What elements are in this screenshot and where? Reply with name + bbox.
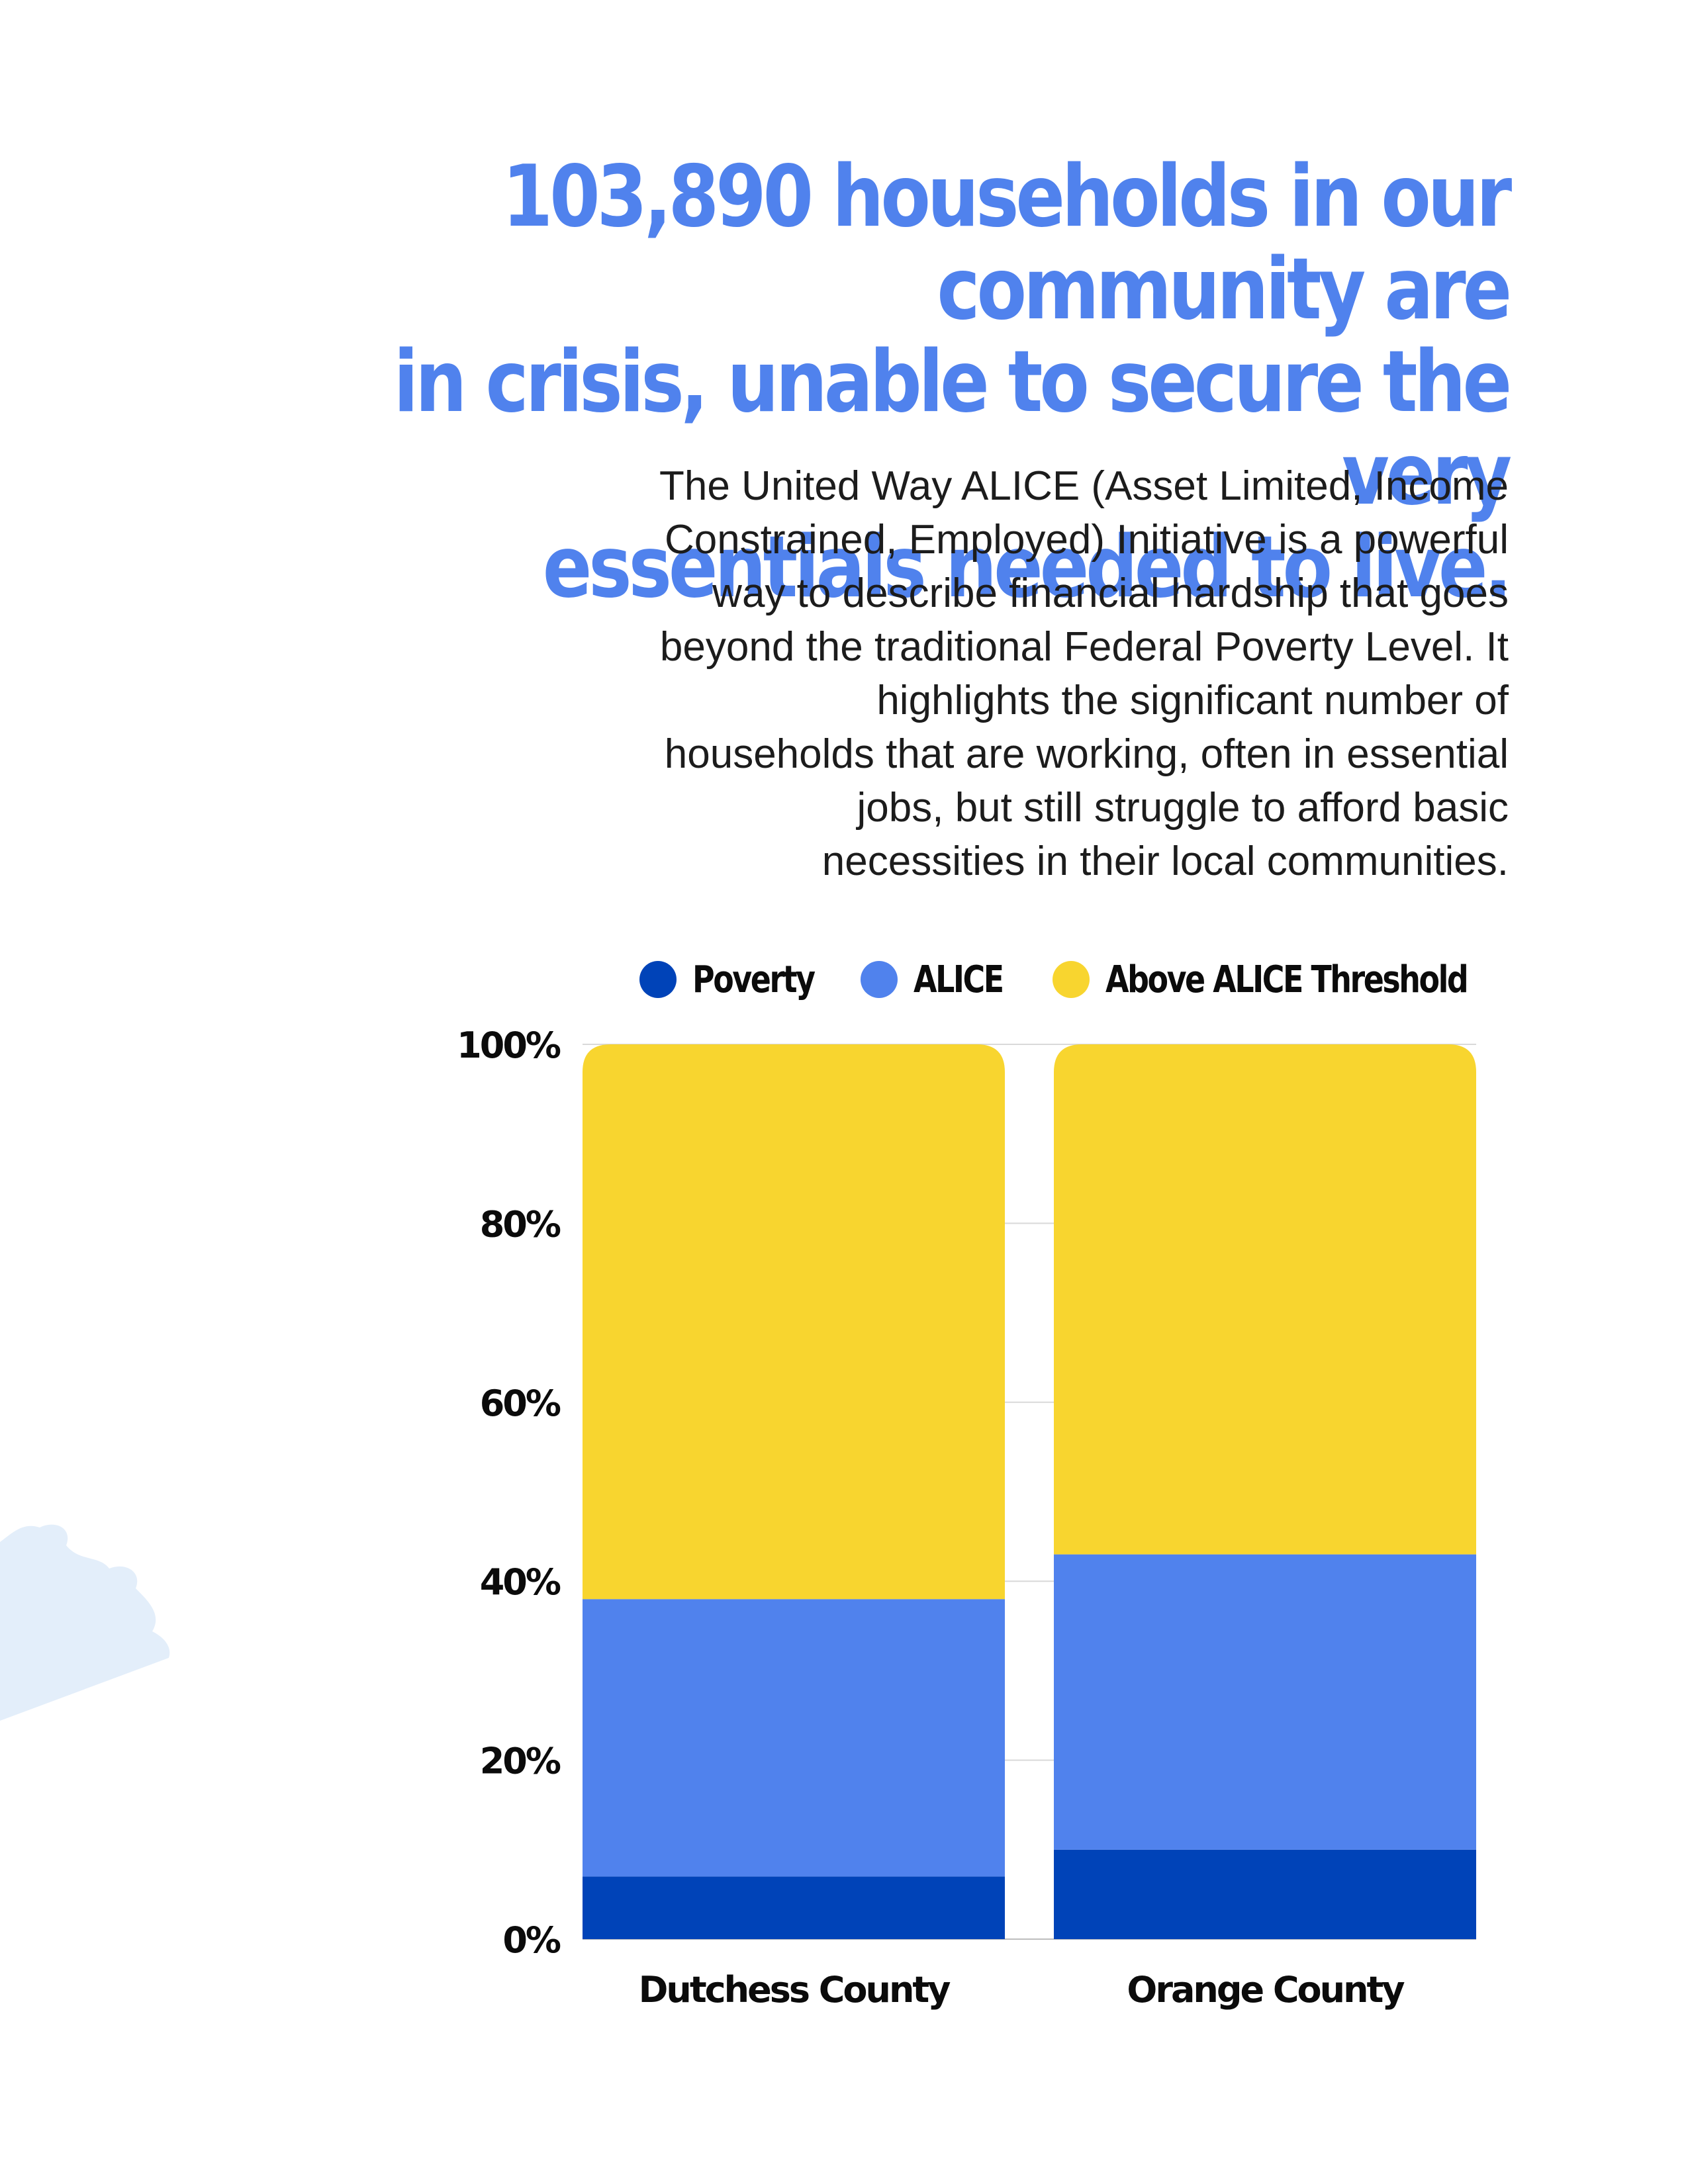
x-category-label: Dutchess County bbox=[639, 1969, 951, 2011]
headline-line: essentials needed to live. bbox=[542, 518, 1512, 617]
y-tick-label: 60% bbox=[480, 1383, 561, 1424]
bar-segment bbox=[1054, 1849, 1476, 1939]
intro-line: households that are working, often in es… bbox=[664, 731, 1509, 777]
legend-item-alice: ALICE bbox=[861, 953, 1022, 1006]
bar-segment bbox=[1054, 1044, 1476, 1555]
y-tick-label: 40% bbox=[480, 1561, 561, 1603]
intro-line: necessities in their local communities. bbox=[821, 839, 1509, 884]
intro-line: Constrained, Employed) Initiative is a p… bbox=[664, 517, 1509, 563]
legend-item-poverty: Poverty bbox=[639, 953, 841, 1006]
bar-segment bbox=[583, 1876, 1005, 1939]
legend-swatch-above-alice bbox=[1053, 961, 1090, 998]
intro-line: The United Way ALICE (Asset Limited, Inc… bbox=[659, 463, 1509, 509]
y-tick-label: 80% bbox=[480, 1203, 561, 1245]
y-tick-label: 100% bbox=[457, 1024, 561, 1066]
y-tick-label: 0% bbox=[502, 1919, 561, 1961]
headline-line: 103,890 households in our community are bbox=[502, 148, 1512, 339]
bar-segment bbox=[1054, 1554, 1476, 1850]
intro-paragraph: The United Way ALICE (Asset Limited, Inc… bbox=[516, 459, 1509, 888]
x-category-label: Orange County bbox=[1127, 1969, 1405, 2011]
headline: 103,890 households in our community are … bbox=[313, 148, 1513, 617]
bar-segment bbox=[583, 1044, 1005, 1600]
headline-line: in crisis, unable to secure the very bbox=[393, 333, 1513, 524]
intro-line: beyond the traditional Federal Poverty L… bbox=[659, 624, 1509, 670]
bar-segment bbox=[583, 1599, 1005, 1877]
legend-label-above-alice: Above ALICE Threshold bbox=[1105, 958, 1469, 1001]
intro-line: highlights the significant number of bbox=[876, 678, 1509, 723]
map-decoration bbox=[0, 1524, 170, 1721]
legend-swatch-poverty bbox=[639, 961, 677, 998]
intro-line: way to describe financial hardship that … bbox=[712, 570, 1509, 616]
intro-line: jobs, but still struggle to afford basic bbox=[857, 785, 1509, 831]
chart-legend: Poverty ALICE Above ALICE Threshold bbox=[0, 953, 1688, 1006]
y-tick-label: 20% bbox=[480, 1741, 561, 1782]
legend-swatch-alice bbox=[861, 961, 898, 998]
legend-item-above-alice: Above ALICE Threshold bbox=[1053, 953, 1546, 1006]
legend-label-poverty: Poverty bbox=[692, 958, 816, 1001]
legend-label-alice: ALICE bbox=[914, 958, 1004, 1001]
